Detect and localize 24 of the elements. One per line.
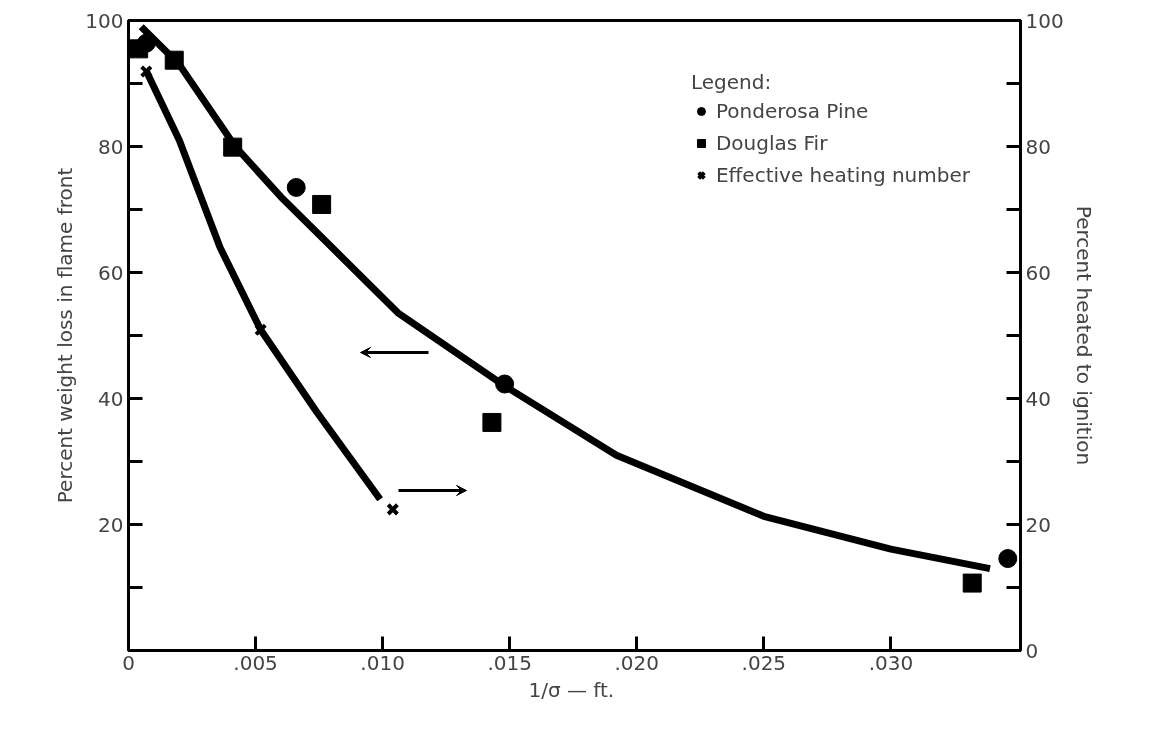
x-tick-label: .025	[741, 650, 787, 675]
y-tick-label: 100	[85, 8, 124, 33]
x-tick-label: 0	[122, 650, 135, 675]
x-tick-label: .030	[868, 650, 914, 675]
x-tick-label: .005	[233, 650, 278, 675]
y-axis-title: Percent weight loss in flame front	[53, 167, 78, 504]
y2-tick-label: 100	[1025, 8, 1064, 33]
x-tick-label: .010	[360, 650, 405, 675]
x-tick-label: .020	[614, 650, 660, 675]
y2-tick-label: 20	[1025, 512, 1051, 537]
legend-label: Ponderosa Pine	[715, 99, 869, 123]
x-tick-label: .015	[487, 650, 532, 675]
legend-title: Legend:	[690, 70, 773, 94]
y2-tick-label: 80	[1025, 134, 1051, 159]
legend-label: Douglas Fir	[715, 131, 828, 155]
y2-axis-title: Percent heated to ignition	[1071, 205, 1096, 466]
y-tick-label: 20	[98, 512, 124, 537]
y-tick-label: 40	[98, 386, 124, 411]
y2-tick-label: 40	[1025, 386, 1051, 411]
x-axis-title: 1/σ — ft.	[528, 677, 615, 702]
legend-label: Effective heating number	[715, 163, 970, 187]
y2-tick-label: 60	[1025, 260, 1051, 285]
y-tick-label: 80	[98, 134, 124, 159]
y-tick-label: 60	[98, 260, 124, 285]
